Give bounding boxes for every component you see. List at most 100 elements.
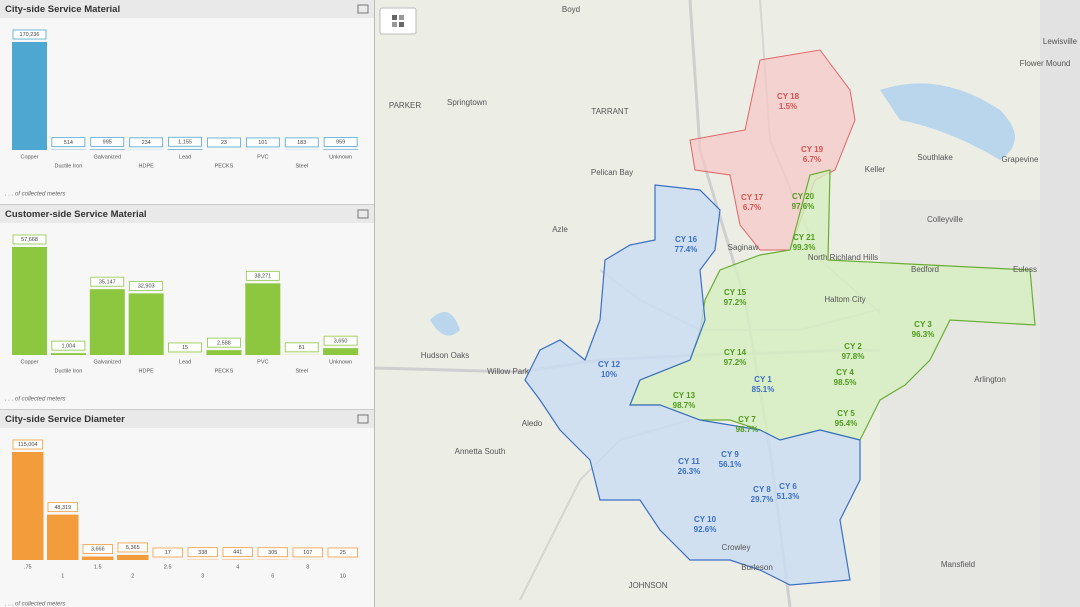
category-label: .75 xyxy=(24,564,32,570)
category-label: Unknown xyxy=(329,154,352,160)
zone-name: CY 8 xyxy=(753,485,771,494)
zone-name: CY 12 xyxy=(598,360,621,369)
place-label: Bedford xyxy=(911,265,939,274)
place-label: Pelican Bay xyxy=(591,168,633,177)
zone-percent: 26.3% xyxy=(678,467,701,476)
value-label: 338 xyxy=(198,550,207,556)
bar xyxy=(167,149,203,150)
category-label: PECKS xyxy=(215,368,234,374)
category-label: 4 xyxy=(236,564,239,570)
place-label: Haltom City xyxy=(824,295,865,304)
zone-percent: 98.7% xyxy=(673,401,696,410)
value-label: 234 xyxy=(142,140,151,146)
category-label: 6 xyxy=(271,573,274,579)
zone-name: CY 1 xyxy=(754,375,772,384)
zone-percent: 51.3% xyxy=(777,492,800,501)
category-label: 10 xyxy=(340,573,346,579)
value-label: 3,650 xyxy=(334,338,348,344)
panel-header xyxy=(0,410,374,428)
panel-footer: . . . of collected meters xyxy=(5,192,65,198)
chart-panel: Customer-side Service Material 57,668 Copp… xyxy=(0,205,374,410)
place-label: Lewisville xyxy=(1043,37,1078,46)
chart-panel: City-side Service Material 170,236 Copper 5… xyxy=(0,0,374,205)
category-label: PECKS xyxy=(215,163,234,169)
place-label: Keller xyxy=(865,165,886,174)
urban-area xyxy=(880,200,1040,607)
bar xyxy=(117,554,149,560)
value-label-box xyxy=(168,136,202,147)
value-label: 15 xyxy=(182,345,188,351)
category-label: Copper xyxy=(20,359,38,365)
value-label: 959 xyxy=(336,140,345,146)
value-label: 35,147 xyxy=(99,279,116,285)
place-label: North Richland Hills xyxy=(808,253,878,262)
category-label: 3 xyxy=(201,573,204,579)
category-label: Ductile Iron xyxy=(54,163,82,169)
zone-name: CY 2 xyxy=(844,342,862,351)
bar xyxy=(206,350,242,355)
category-label: 8 xyxy=(306,564,309,570)
bar xyxy=(12,42,47,150)
zone-area xyxy=(524,184,861,586)
value-label-box xyxy=(245,270,280,281)
maximize-button[interactable] xyxy=(357,414,369,424)
value-label-box xyxy=(257,547,288,558)
value-label: 107 xyxy=(303,550,312,556)
bar xyxy=(50,353,86,355)
zone-name: CY 14 xyxy=(724,348,747,357)
category-label: Galvanized xyxy=(94,154,122,160)
value-label-box xyxy=(323,335,358,346)
zone-percent: 97.2% xyxy=(724,298,747,307)
urban-area xyxy=(1040,0,1080,607)
panel-title: City-side Service Diameter xyxy=(5,414,125,425)
bar xyxy=(89,289,125,355)
zone-percent: 97.8% xyxy=(842,352,865,361)
bar xyxy=(47,514,79,560)
maximize-button[interactable] xyxy=(357,209,369,219)
place-label: Willow Park xyxy=(487,367,530,376)
value-label-box xyxy=(187,547,218,558)
panel-footer: . . . of collected meters xyxy=(5,602,65,607)
value-label-box xyxy=(47,502,78,513)
zone-name: CY 6 xyxy=(779,482,797,491)
category-label: Lead xyxy=(179,359,191,365)
value-label-box xyxy=(222,547,253,557)
value-label-box xyxy=(117,542,148,553)
toggle-icon xyxy=(392,22,397,27)
zone-percent: 99.3% xyxy=(793,243,816,252)
value-label-box xyxy=(90,276,125,287)
value-label-box xyxy=(51,340,86,351)
place-label: Arlington xyxy=(974,375,1006,384)
value-label: 101 xyxy=(258,140,267,146)
category-label: 2 xyxy=(131,573,134,579)
value-label: 2,588 xyxy=(217,340,231,346)
bar xyxy=(245,283,281,355)
value-label-box xyxy=(129,280,164,291)
value-label: 17 xyxy=(165,550,171,556)
value-label: 514 xyxy=(64,140,73,146)
map[interactable]: CY 185.1% CY 297.8% CY 396.3% CY 498.5% CY 5… xyxy=(374,0,1080,607)
layer-toggle[interactable] xyxy=(379,7,417,35)
zone-percent: 98.7% xyxy=(736,425,759,434)
value-label-box xyxy=(207,137,241,148)
place-label: Saginaw xyxy=(728,243,759,252)
category-label: Copper xyxy=(20,154,38,160)
zone-percent: 92.6% xyxy=(694,525,717,534)
value-label: 23 xyxy=(221,140,227,146)
value-label-box xyxy=(292,547,323,558)
zone-percent: 6.7% xyxy=(743,203,761,212)
panel-header xyxy=(0,205,374,223)
category-label: Galvanized xyxy=(94,359,122,365)
zone-name: CY 16 xyxy=(675,235,698,244)
maximize-button[interactable] xyxy=(357,4,369,14)
zone-name: CY 19 xyxy=(801,145,824,154)
category-label: HDPE xyxy=(139,368,155,374)
zone-name: CY 3 xyxy=(914,320,932,329)
zone-percent: 97.2% xyxy=(724,358,747,367)
category-label: 1.5 xyxy=(94,564,102,570)
category-label: 2.5 xyxy=(164,564,172,570)
place-label: Annetta South xyxy=(455,447,506,456)
value-label: 3,666 xyxy=(91,547,105,553)
zone-percent: 29.7% xyxy=(751,495,774,504)
zone-percent: 77.4% xyxy=(675,245,698,254)
